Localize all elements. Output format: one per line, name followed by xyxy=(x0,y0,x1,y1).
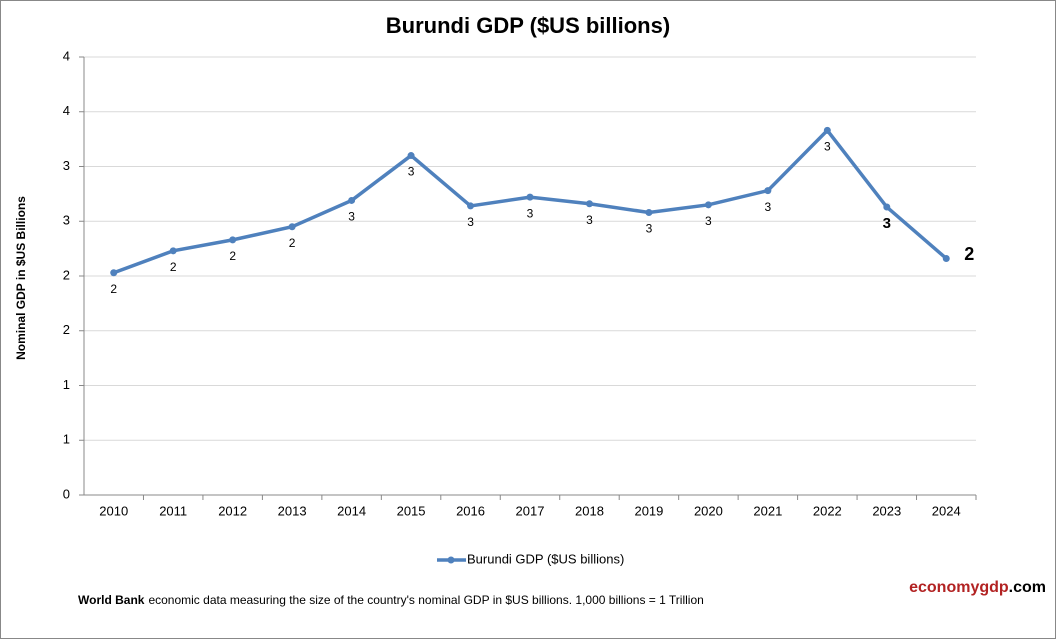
point xyxy=(764,187,772,195)
chart-title: Burundi GDP ($US billions) xyxy=(386,13,670,38)
data-label: 2 xyxy=(964,244,974,264)
point xyxy=(526,193,534,201)
note: economic data measuring the size of the … xyxy=(148,593,703,607)
y-axis-title: Nominal GDP in $US Billions xyxy=(14,196,28,360)
data-label: 2 xyxy=(170,260,177,274)
x-tick-label: 2014 xyxy=(337,503,366,518)
point xyxy=(645,208,653,216)
data-label: 2 xyxy=(110,282,117,296)
x-tick-label: 2011 xyxy=(159,503,187,518)
y-tick-label: 4 xyxy=(63,103,70,118)
x-tick-label: 2016 xyxy=(456,503,485,518)
x-tick-label: 2013 xyxy=(278,503,307,518)
y-tick-label: 1 xyxy=(63,432,70,447)
point xyxy=(407,152,415,160)
y-tick-label: 2 xyxy=(63,322,70,337)
brand-suffix: .com xyxy=(1009,579,1046,596)
x-tick-label: 2018 xyxy=(575,503,604,518)
data-label: 3 xyxy=(646,222,653,236)
data-label: 2 xyxy=(289,236,296,250)
y-tick-label: 4 xyxy=(63,48,70,63)
data-label: 3 xyxy=(705,214,712,228)
x-tick-label: 2015 xyxy=(397,503,426,518)
point xyxy=(823,126,831,134)
legend-label: Burundi GDP ($US billions) xyxy=(467,551,624,566)
data-label: 3 xyxy=(527,206,534,220)
point xyxy=(883,203,891,211)
data-label: 3 xyxy=(348,210,355,224)
x-tick-label: 2020 xyxy=(694,503,723,518)
x-tick-label: 2019 xyxy=(634,503,663,518)
x-tick-label: 2021 xyxy=(753,503,782,518)
x-tick-label: 2023 xyxy=(872,503,901,518)
point xyxy=(585,200,593,208)
data-label: 3 xyxy=(824,140,831,154)
brand-name: economygdp xyxy=(909,579,1009,596)
y-tick-label: 3 xyxy=(63,158,70,173)
y-tick-label: 3 xyxy=(63,213,70,228)
data-label: 3 xyxy=(467,215,474,229)
x-tick-label: 2012 xyxy=(218,503,247,518)
point xyxy=(110,269,118,277)
y-tick-label: 1 xyxy=(63,377,70,392)
point xyxy=(704,201,712,209)
data-label: 3 xyxy=(883,215,891,232)
y-tick-label: 0 xyxy=(63,486,70,501)
x-tick-label: 2010 xyxy=(99,503,128,518)
x-tick-label: 2017 xyxy=(516,503,545,518)
y-tick-label: 2 xyxy=(63,267,70,282)
source: World Bank economic data measuring the si… xyxy=(78,593,704,607)
point xyxy=(348,196,356,204)
data-label: 3 xyxy=(408,165,415,179)
legend-marker xyxy=(447,556,455,564)
x-tick-label: 2024 xyxy=(932,503,961,518)
data-label: 3 xyxy=(586,213,593,227)
brand: economygdp.com xyxy=(909,579,1046,596)
source-name: World Bank xyxy=(78,593,145,607)
point xyxy=(467,202,475,210)
x-tick-label: 2022 xyxy=(813,503,842,518)
point xyxy=(229,236,237,244)
data-label: 3 xyxy=(765,200,772,214)
point xyxy=(288,223,296,231)
point xyxy=(169,247,177,255)
point xyxy=(942,254,950,262)
data-label: 2 xyxy=(229,249,236,263)
